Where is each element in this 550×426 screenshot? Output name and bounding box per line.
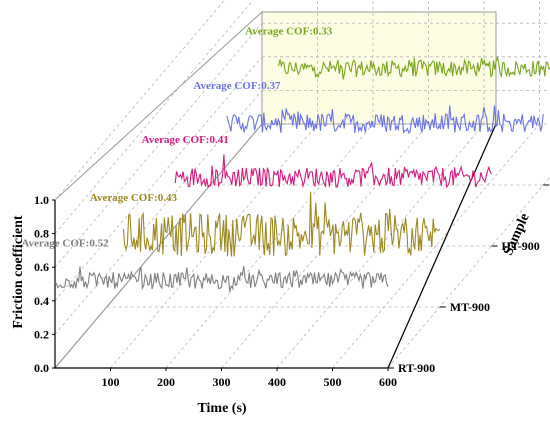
tick-labels: 0.0 0.2 0.4 0.6 0.8 1.0 100 200 300 400 500 600 [34, 193, 397, 389]
y-axis-title: Friction coefficient [11, 215, 26, 328]
left-wall [54, 10, 263, 370]
average-label-ht-600: Average COF:0.37 [193, 80, 281, 92]
average-label-ht-900: Average COF:0.41 [142, 134, 229, 146]
y-tick-label: 0.8 [34, 227, 49, 241]
grid-line-floor [165, 123, 374, 369]
x-tick-label: 400 [268, 375, 286, 389]
y-tick-label: 0.0 [34, 361, 49, 375]
series-line-rt-900 [54, 266, 389, 293]
sample-label-mt-900: MT-900 [450, 300, 490, 314]
grid-line-left [54, 0, 226, 201]
sample-label-ht-900: HT-900 [502, 239, 540, 253]
grid-line-floor [332, 123, 540, 369]
grid-line-left [54, 22, 263, 268]
grid-line-left [54, 90, 263, 335]
series-layer [54, 55, 550, 293]
y-tick-label: 0.4 [34, 294, 49, 308]
average-label-ht-300: Average COF:0.33 [245, 26, 333, 38]
x-tick-label: 200 [157, 375, 175, 389]
y-tick-label: 0.2 [34, 327, 49, 341]
x-tick-label: 500 [324, 375, 342, 389]
grid-line-floor [276, 123, 485, 369]
series-line-ht-300 [278, 55, 550, 80]
grid-line-left [54, 0, 254, 234]
y-tick-label: 1.0 [34, 193, 49, 207]
grid-line-floor [221, 123, 429, 369]
series-line-mt-900 [122, 191, 441, 257]
average-label-rt-900: Average COF:0.52 [21, 238, 109, 250]
sample-axis-line [387, 123, 497, 369]
x-axis-title: Time (s) [197, 401, 246, 416]
series-line-ht-900 [174, 154, 492, 189]
y-tick-label: 0.6 [34, 260, 49, 274]
average-labels: Average COF:0.33 Average COF:0.37 Average … [21, 26, 332, 250]
grid-line-left [54, 56, 263, 302]
sample-label-rt-900: RT-900 [398, 361, 435, 375]
x-tick-label: 100 [102, 375, 120, 389]
grid-line-floor [110, 123, 318, 369]
x-tick-label: 300 [213, 375, 231, 389]
x-tick-label: 600 [379, 375, 397, 389]
series-line-ht-600 [226, 105, 544, 134]
average-label-mt-900: Average COF:0.43 [90, 192, 178, 204]
